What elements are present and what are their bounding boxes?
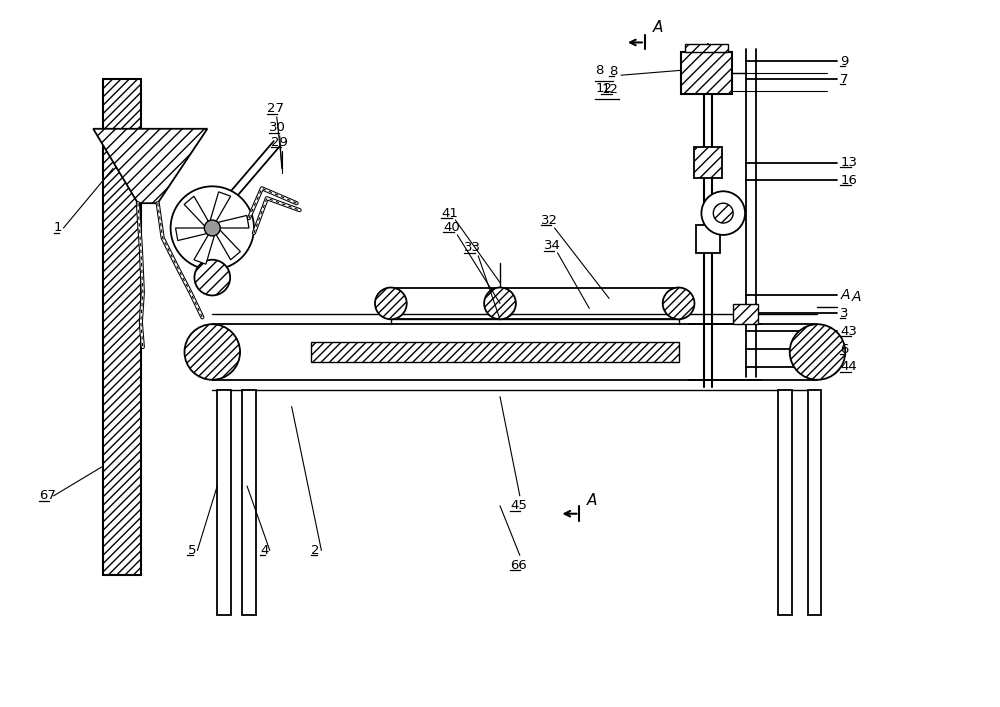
Text: 12: 12 (601, 83, 618, 95)
Text: 6: 6 (840, 342, 849, 356)
Circle shape (184, 325, 240, 380)
Text: 2: 2 (311, 544, 320, 557)
Polygon shape (218, 216, 249, 228)
Text: 7: 7 (840, 73, 849, 86)
Text: 67: 67 (39, 489, 56, 503)
Text: 40: 40 (443, 221, 460, 233)
Text: 27: 27 (267, 103, 284, 115)
Text: 4: 4 (260, 544, 268, 557)
Text: 1: 1 (54, 221, 62, 235)
Text: 30: 30 (269, 122, 286, 134)
Bar (217, 390, 231, 615)
Text: 44: 44 (840, 361, 857, 373)
Circle shape (484, 288, 516, 320)
Bar (103, 79, 141, 575)
Circle shape (194, 259, 230, 296)
Polygon shape (184, 197, 208, 226)
Circle shape (171, 187, 254, 269)
Text: 34: 34 (544, 240, 561, 252)
Text: 13: 13 (840, 156, 857, 169)
Text: 33: 33 (464, 241, 481, 255)
Text: 8: 8 (609, 65, 618, 78)
Circle shape (663, 288, 694, 320)
Bar (242, 390, 256, 615)
Bar (311, 342, 679, 362)
Polygon shape (216, 230, 240, 259)
Circle shape (204, 220, 220, 236)
Bar (696, 225, 720, 253)
Text: 29: 29 (271, 136, 288, 149)
Text: 41: 41 (441, 206, 458, 220)
Circle shape (790, 325, 845, 380)
Text: 16: 16 (840, 174, 857, 187)
Bar (733, 305, 758, 325)
Bar (808, 390, 821, 615)
Polygon shape (194, 235, 214, 264)
Text: 5: 5 (187, 544, 196, 557)
Bar (694, 146, 722, 178)
Bar (681, 52, 732, 94)
Text: A: A (653, 20, 663, 35)
Circle shape (375, 288, 407, 320)
Text: 43: 43 (840, 325, 857, 338)
Text: 66: 66 (510, 559, 527, 572)
Bar (685, 45, 728, 52)
Text: 32: 32 (541, 214, 558, 226)
Bar (778, 390, 792, 615)
Text: A: A (840, 288, 850, 303)
Polygon shape (93, 129, 207, 203)
Circle shape (701, 192, 745, 235)
Text: A: A (587, 493, 598, 508)
Text: 45: 45 (510, 499, 527, 513)
Text: 9: 9 (840, 55, 849, 68)
Text: 3: 3 (840, 307, 849, 320)
Circle shape (713, 203, 733, 223)
Polygon shape (210, 192, 231, 221)
Text: A: A (852, 291, 862, 305)
Polygon shape (176, 228, 207, 240)
Text: 8: 8 (595, 64, 604, 77)
Text: 12: 12 (595, 81, 612, 95)
